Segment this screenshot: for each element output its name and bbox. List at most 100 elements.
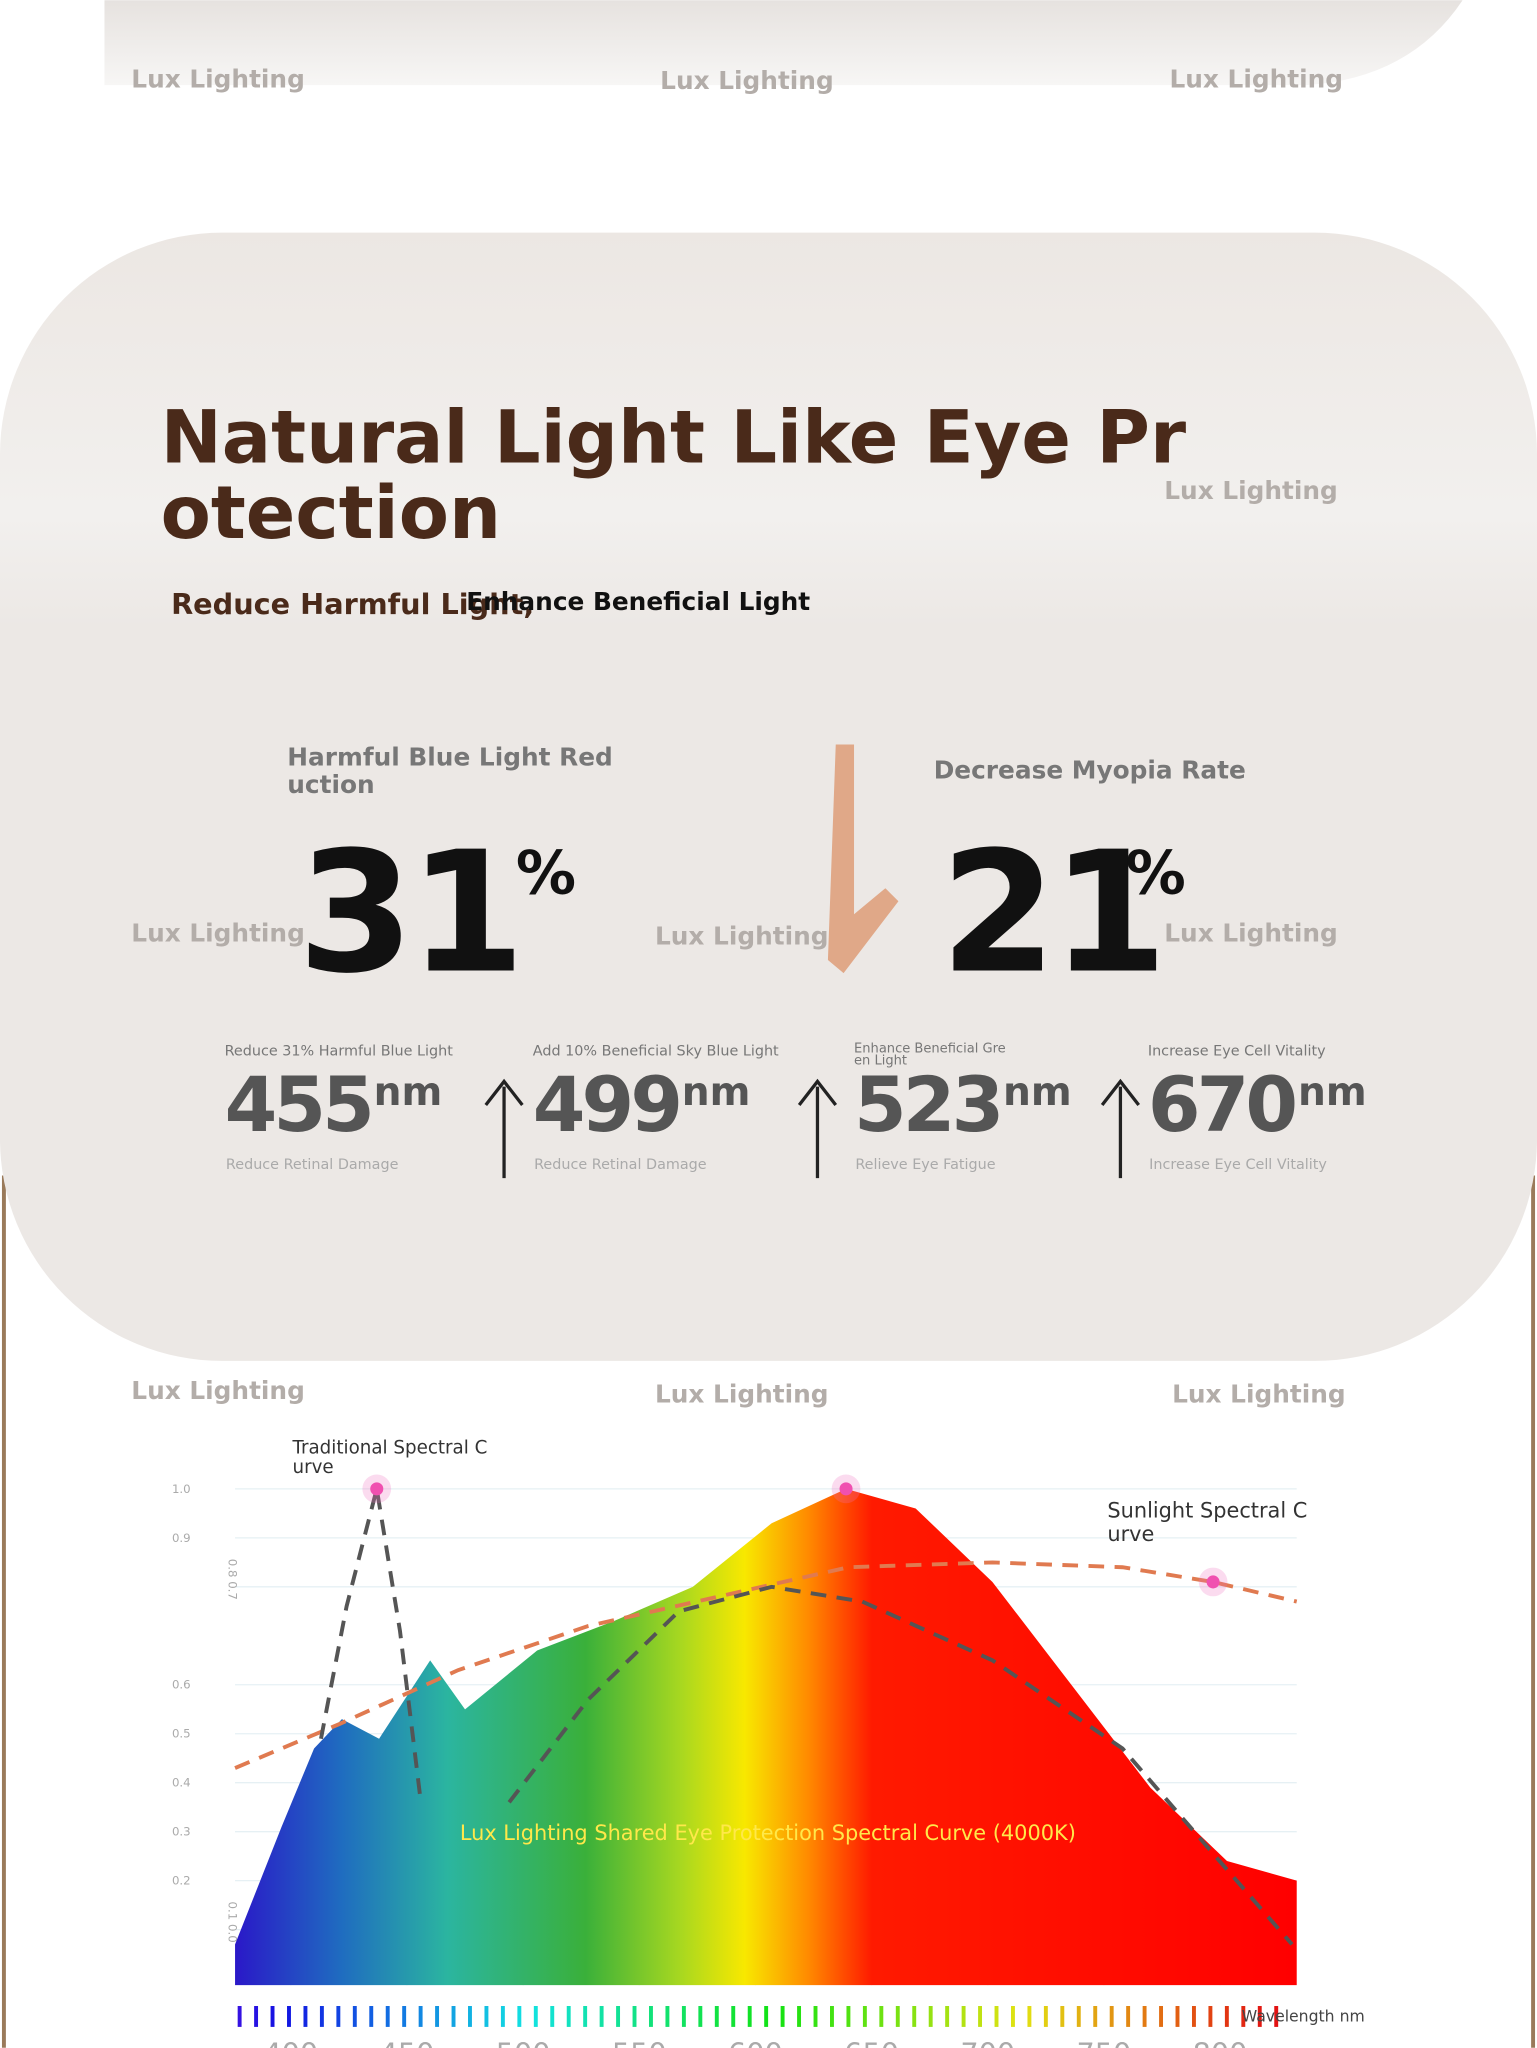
annotation: Lux Lighting Shared Eye Protection Spect… [460,1821,1076,1845]
wavelength-bar [550,2006,555,2027]
stat-value: 31 [298,816,520,1010]
wavelength-bar [583,2006,588,2027]
wavelength-bar [1093,2006,1098,2027]
wavelength-bar [402,2006,407,2027]
wavelength-bar [1060,2006,1065,2027]
wavelength-bar [961,2006,966,2027]
y-tick-label: 0.9 [172,1531,191,1545]
wave-top: Enhance Beneficial Gre [854,1042,1006,1057]
annotation: Traditional Spectral C [292,1438,488,1459]
wave-bottom: Reduce Retinal Damage [534,1157,707,1173]
y-tick-label: 0.2 [172,1874,191,1888]
wave-value: 670 [1148,1061,1296,1149]
subtitle: Enhance Beneficial Light [466,587,810,616]
x-tick-label: 500 [496,2036,551,2048]
wave-bottom: Relieve Eye Fatigue [855,1157,995,1173]
stat-unit: % [1126,838,1186,908]
wavelength-bar [1191,2006,1196,2027]
wavelength-bar [566,2006,571,2027]
wavelength-bar [385,2006,390,2027]
subtitle: Reduce Harmful Light, [171,587,534,621]
spectrum-curve [234,1560,1298,1770]
wavelength-bar [928,2006,933,2027]
wavelength-bar [1274,2006,1279,2027]
headline: Natural Light Like Eye Pr [161,395,1186,480]
wavelength-bar [336,2006,341,2027]
wave-bottom: Reduce Retinal Damage [226,1157,399,1173]
top-card [104,0,1463,86]
peak-dot [1206,1575,1220,1589]
y-tick-label: 0.1 0.0 [226,1902,240,1943]
wavelength-bar [1027,2006,1032,2027]
wave-value: 523 [854,1061,1000,1149]
y-tick-label: 0.6 [172,1678,191,1692]
wavelength-bar [665,2006,670,2027]
wavelength-bar [978,2006,983,2027]
wavelength-bar [418,2006,423,2027]
down-arrow [827,744,899,974]
stat-label: Harmful Blue Light Red [287,742,612,771]
wavelength-bar [533,2006,538,2027]
stat-label: uction [287,770,374,799]
x-axis-label: Wavelength nm [1242,2007,1365,2026]
wavelength-bar [237,2006,242,2027]
x-tick-label: 650 [844,2036,899,2048]
watermark: Lux Lighting [1172,1380,1346,1409]
y-tick-label: 0.5 [172,1727,191,1741]
wavelength-bar [287,2006,291,2027]
y-tick-label: 0.4 [172,1776,191,1790]
wavelength-bar [649,2006,653,2027]
annotation: urve [1107,1522,1154,1546]
annotation: Sunlight Spectral C [1107,1499,1307,1523]
wavelength-bar [994,2006,999,2027]
wavelength-bar [517,2006,522,2027]
headline: otection [161,471,501,556]
wavelength-bar [435,2006,440,2027]
watermark: Lux Lighting [131,1376,305,1405]
wavelength-bar [945,2006,950,2027]
peak-dot [370,1482,384,1496]
watermark: Lux Lighting [655,1380,829,1409]
wavelength-bar [1208,2006,1213,2027]
wavelength-bar [912,2006,917,2027]
watermark: Lux Lighting [1164,919,1338,948]
up-arrow-head [484,1078,524,1106]
wave-unit: nm [682,1070,751,1115]
wavelength-bar [1175,2006,1180,2027]
content: Lux Lighting Lux Lighting Lux Lighting Lux … [131,65,1345,1409]
peak-dot [839,1482,853,1496]
x-tick-label: 450 [380,2036,435,2048]
wavelength-bar [846,2006,851,2027]
wavelength-bar [780,2006,785,2027]
wavelength-bar [1159,2006,1164,2027]
watermark: Lux Lighting [1169,65,1343,94]
wavelength-bar [895,2006,900,2027]
wavelength-bar [1043,2006,1048,2027]
wavelength-bar [747,2006,752,2027]
wavelength-bar [1126,2006,1131,2027]
wavelength-bar [303,2006,308,2027]
wavelength-bar [500,2006,505,2027]
x-tick-label: 400 [263,2036,318,2048]
x-tick-label: 750 [1076,2036,1131,2048]
wave-value: 455 [225,1061,371,1149]
y-tick-label: 0.8 0.7 [226,1559,240,1600]
wavelength-bar [468,2006,472,2027]
wavelength-bar [1224,2006,1229,2027]
wavelength-bar [369,2006,374,2027]
wavelength-bar [813,2006,818,2027]
stat-unit: % [516,838,576,908]
wavelength-bar [616,2006,621,2027]
wavelength-bar [1109,2006,1114,2027]
wave-unit: nm [1003,1070,1072,1115]
annotation: urve [293,1457,334,1478]
feature-card [0,232,1537,1361]
watermark: Lux Lighting [655,921,829,950]
stat-value: 21 [940,816,1162,1010]
wave-top: Increase Eye Cell Vitality [1148,1043,1326,1059]
wavelength-bar [270,2006,275,2027]
x-tick-label: 550 [612,2036,667,2048]
wavelength-bar [1142,2006,1147,2027]
wavelength-bar [1257,2006,1262,2027]
